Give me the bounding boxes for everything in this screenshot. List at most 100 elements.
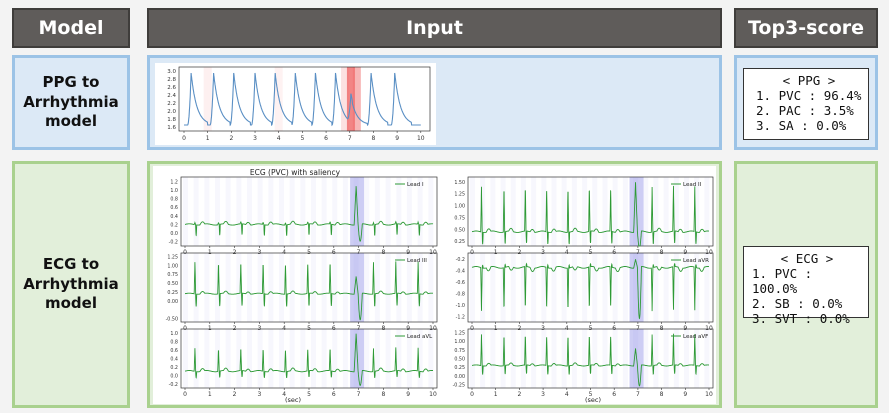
ecg-saliency-band bbox=[571, 329, 577, 388]
ecg-y-tick-label: 1.00 bbox=[454, 204, 465, 210]
ecg-saliency-band bbox=[225, 177, 231, 246]
ppg-saliency-band bbox=[203, 67, 212, 131]
ecg-saliency-band bbox=[385, 253, 391, 322]
ecg-saliency-band bbox=[342, 253, 348, 322]
ecg-x-tick-label: 1 bbox=[494, 249, 498, 256]
ecg-x-tick-label: 0 bbox=[183, 249, 187, 256]
ecg-x-tick-label: 6 bbox=[612, 325, 616, 332]
ecg-x-tick-label: 9 bbox=[406, 391, 410, 398]
input-header-label: Input bbox=[406, 17, 463, 39]
ecg-x-tick-label: 7 bbox=[636, 391, 640, 398]
ecg-x-tick-label: 10 bbox=[705, 249, 713, 256]
ppg-plot: 0 1 2 3 4 5 6 7 8 9 10 1.6 1.8 2.0 2.2 2.4 2.6 2.8 3.0 bbox=[167, 66, 431, 142]
ecg-saliency-band bbox=[490, 329, 496, 388]
model-header-label: Model bbox=[38, 17, 104, 39]
ecg-y-tick-label: 1.25 bbox=[167, 255, 178, 261]
ecg-saliency-band bbox=[396, 329, 402, 388]
ecg-saliency-band bbox=[183, 253, 188, 322]
ecg-x-tick-label: 8 bbox=[381, 391, 385, 398]
ecg-legend-label: Lead III bbox=[407, 258, 427, 264]
ecg-x-tick-label: 8 bbox=[381, 325, 385, 332]
ecg-y-tick-label: 1.25 bbox=[454, 330, 465, 336]
ecg-y-tick-label: 0.6 bbox=[170, 205, 178, 211]
ppg-label-line-1: PPG to bbox=[42, 73, 100, 92]
ecg-saliency-band bbox=[321, 177, 327, 246]
ppg-score-card: < PPG > 1. PVC : 96.4% 2. PAC : 3.5% 3. … bbox=[743, 68, 869, 140]
ecg-x-tick-label: 6 bbox=[612, 249, 616, 256]
ecg-waveform-lead-avf bbox=[472, 333, 709, 387]
ecg-x-tick-label: 2 bbox=[233, 325, 237, 332]
ppg-x-tick-label: 0 bbox=[182, 135, 186, 142]
ecg-x-tick-label: 5 bbox=[307, 325, 311, 332]
ecg-score-box-outer: < ECG > 1. PVC : 100.0% 2. SB : 0.0% 3. … bbox=[734, 161, 878, 408]
ecg-x-tick-label: 1 bbox=[208, 325, 212, 332]
ecg-x-tick-label: 5 bbox=[589, 249, 593, 256]
ecg-y-tick-label: 1.0 bbox=[170, 188, 178, 194]
ecg-saliency-band bbox=[643, 329, 649, 388]
ppg-y-tick-label: 3.0 bbox=[167, 69, 176, 75]
ppg-waveform bbox=[184, 72, 421, 127]
ecg-saliency-band bbox=[406, 253, 412, 322]
ecg-saliency-band bbox=[673, 177, 679, 246]
ecg-saliency-band bbox=[278, 253, 284, 322]
ecg-saliency-band bbox=[300, 329, 306, 388]
model-header: Model bbox=[12, 8, 130, 48]
ecg-y-tick-label: 1.0 bbox=[170, 331, 178, 337]
ecg-saliency-band bbox=[582, 329, 588, 388]
ecg-plot: ECG (PVC) with saliency Lead I 0 1 2 3 4 5 6 7 8 9 1… bbox=[166, 168, 714, 404]
ecg-saliency-band bbox=[622, 177, 628, 246]
ecg-saliency-band bbox=[332, 329, 338, 388]
ecg-saliency-band bbox=[551, 329, 557, 388]
ecg-saliency-band bbox=[236, 177, 242, 246]
ecg-x-tick-label: 2 bbox=[517, 249, 521, 256]
ecg-saliency-band bbox=[310, 253, 316, 322]
ppg-y-tick-label: 2.6 bbox=[167, 85, 176, 91]
ecg-saliency-band bbox=[332, 177, 338, 246]
ecg-saliency-band bbox=[480, 329, 486, 388]
ecg-saliency-band bbox=[500, 253, 506, 322]
ecg-saliency-band bbox=[353, 177, 359, 246]
ecg-x-tick-label: 8 bbox=[381, 249, 385, 256]
ecg-y-tick-label: -0.25 bbox=[453, 383, 465, 389]
ecg-y-tick-label: -1.2 bbox=[456, 314, 465, 320]
ecg-saliency-band bbox=[364, 329, 370, 388]
ecg-saliency-band bbox=[406, 329, 412, 388]
ecg-x-tick-label: 0 bbox=[470, 391, 474, 398]
ppg-x-tick-label: 5 bbox=[300, 135, 304, 142]
ecg-legend-label: Lead aVF bbox=[683, 334, 708, 340]
ecg-x-tick-label: 8 bbox=[660, 325, 664, 332]
ecg-x-tick-label: 6 bbox=[332, 249, 336, 256]
ppg-y-tick-label: 2.4 bbox=[167, 93, 176, 99]
ecg-saliency-band bbox=[417, 177, 423, 246]
ecg-saliency-band bbox=[268, 177, 274, 246]
ecg-y-tick-label: -0.2 bbox=[456, 257, 465, 263]
ecg-y-tick-label: 0.25 bbox=[454, 365, 465, 371]
ppg-score-2: 2. PAC : 3.5% bbox=[756, 103, 854, 118]
ecg-saliency-band bbox=[268, 329, 274, 388]
ecg-saliency-band bbox=[342, 177, 348, 246]
ecg-y-tick-label: 0.50 bbox=[454, 357, 465, 363]
ecg-saliency-band bbox=[582, 253, 588, 322]
ppg-x-tick-label: 2 bbox=[229, 135, 233, 142]
ecg-y-tick-label: 0.25 bbox=[167, 290, 178, 296]
ppg-score-title: < PPG > bbox=[782, 73, 836, 88]
ecg-waveform-lead-ii bbox=[471, 182, 709, 247]
ecg-saliency-band bbox=[183, 177, 188, 246]
ecg-y-tick-label: 0.2 bbox=[170, 222, 178, 228]
ecg-saliency-band bbox=[332, 253, 338, 322]
ecg-saliency-band bbox=[490, 253, 496, 322]
ppg-y-tick-label: 2.8 bbox=[167, 77, 176, 83]
ecg-x-tick-label: 2 bbox=[517, 325, 521, 332]
ecg-y-tick-label: -0.2 bbox=[169, 382, 178, 388]
ecg-saliency-band bbox=[612, 329, 618, 388]
ecg-x-tick-label: 9 bbox=[683, 325, 687, 332]
ppg-score-box-outer: < PPG > 1. PVC : 96.4% 2. PAC : 3.5% 3. … bbox=[734, 55, 878, 150]
ecg-saliency-band bbox=[653, 329, 659, 388]
ecg-saliency-band bbox=[571, 177, 577, 246]
ecg-xlabel-right: (sec) bbox=[585, 396, 601, 404]
ecg-saliency-band bbox=[663, 177, 669, 246]
ecg-saliency-band bbox=[214, 177, 220, 246]
ecg-saliency-band bbox=[582, 177, 588, 246]
ecg-saliency-band bbox=[622, 253, 628, 322]
ecg-legend-label: Lead I bbox=[407, 182, 424, 188]
